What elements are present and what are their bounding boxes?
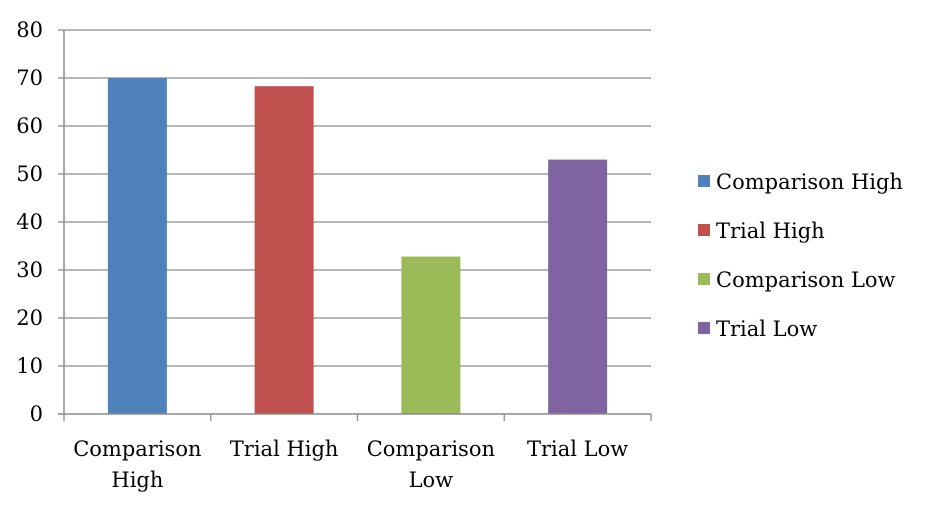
axes [58, 29, 652, 421]
legend-label: Trial High [716, 219, 825, 243]
legend-label: Comparison High [716, 170, 903, 194]
y-tick-label: 30 [16, 258, 43, 282]
bar-trial-high [254, 86, 314, 414]
x-tick-label: Comparison [367, 437, 495, 461]
x-tick-label: Low [409, 468, 454, 492]
legend-label: Trial Low [716, 317, 817, 341]
bars [107, 78, 608, 414]
y-tick-label: 50 [16, 162, 43, 186]
x-tick-label: High [111, 468, 163, 492]
y-tick-label: 60 [16, 114, 43, 138]
y-tick-label: 20 [16, 306, 43, 330]
bar-trial-low [548, 159, 608, 414]
bar-comparison-low [401, 256, 461, 414]
y-tick-labels: 0 10 20 30 40 50 60 70 80 [16, 18, 43, 426]
y-tick-label: 10 [16, 354, 43, 378]
x-tick-label: Trial Low [527, 437, 628, 461]
legend-swatch [698, 322, 710, 334]
legend: Comparison High Trial High Comparison Low T… [698, 170, 903, 341]
y-tick-label: 40 [16, 210, 43, 234]
y-tick-label: 80 [16, 18, 43, 42]
legend-swatch [698, 273, 710, 285]
x-tick-labels: Comparison High Trial High Comparison Low Tri… [73, 437, 628, 492]
legend-label: Comparison Low [716, 268, 896, 292]
x-tick-label: Trial High [230, 437, 339, 461]
bar-comparison-high [107, 78, 167, 414]
x-tick-label: Comparison [73, 437, 201, 461]
legend-swatch [698, 175, 710, 187]
y-tick-label: 70 [16, 66, 43, 90]
y-tick-label: 0 [30, 402, 43, 426]
legend-swatch [698, 224, 710, 236]
